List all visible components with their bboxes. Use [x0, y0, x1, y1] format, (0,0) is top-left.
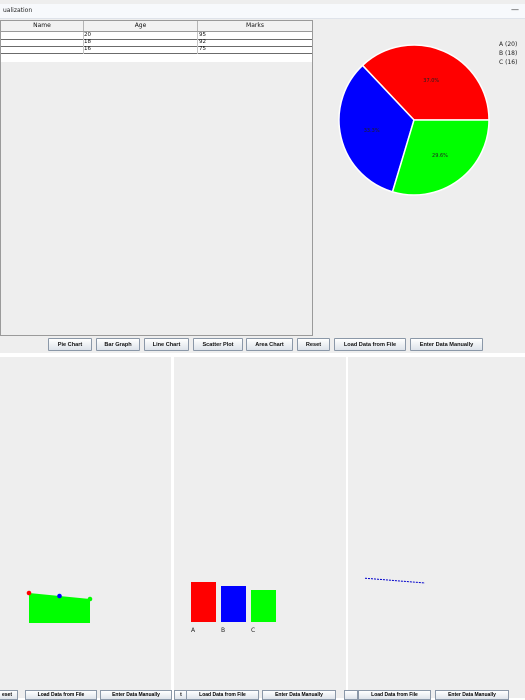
- table-row[interactable]: 16 75: [1, 46, 312, 54]
- pie-slice-1: [338, 64, 415, 193]
- pie-slice-label-1: 33.3%: [364, 128, 380, 134]
- legend-entry-a: A (20): [499, 41, 518, 48]
- cell-age[interactable]: 20: [84, 32, 91, 38]
- load-data-button[interactable]: Load Data from File: [358, 690, 431, 700]
- column-header-marks[interactable]: Marks: [246, 22, 264, 29]
- column-divider[interactable]: [83, 21, 84, 31]
- pie-chart: 37.0% 33.3% 29.6%: [330, 28, 525, 208]
- bar-label-A: A: [191, 627, 196, 634]
- chart-windows: eset Load Data from File Enter Data Manu…: [0, 357, 525, 700]
- area-point-0: [26, 590, 32, 596]
- scatter-plot-button[interactable]: Scatter Plot: [193, 338, 243, 351]
- reset-button[interactable]: eset: [0, 690, 18, 700]
- load-data-button[interactable]: Load Data from File: [25, 690, 97, 700]
- bar-label-C: C: [251, 627, 255, 634]
- title-bar: ualization —: [0, 4, 525, 19]
- line-chart-button[interactable]: Line Chart: [144, 338, 189, 351]
- reset-button[interactable]: Reset: [297, 338, 330, 351]
- bar-graph-button[interactable]: Bar Graph: [96, 338, 140, 351]
- column-divider[interactable]: [197, 21, 198, 31]
- table-header: Name Age Marks: [1, 21, 312, 32]
- area-point-2: [87, 596, 93, 602]
- cell-age[interactable]: 18: [84, 39, 91, 45]
- bar-label-B: B: [221, 627, 225, 634]
- pie-chart-button[interactable]: Pie Chart: [48, 338, 92, 351]
- bar-B: [221, 586, 246, 622]
- table-body: 20 95 18 92 16 75: [1, 32, 312, 62]
- line-series: [364, 577, 426, 584]
- line-chart-svg: [364, 577, 426, 584]
- cell-marks[interactable]: 92: [199, 39, 206, 45]
- bar-chart-svg: A B C: [191, 582, 276, 634]
- main-window: ualization — Name Age Marks 20 95 18 92: [0, 0, 525, 353]
- enter-data-button[interactable]: Enter Data Manually: [262, 690, 336, 700]
- table-row[interactable]: 18 92: [1, 39, 312, 47]
- truncated-button[interactable]: [344, 690, 358, 700]
- cell-marks[interactable]: 75: [199, 46, 206, 52]
- bar-A: [191, 582, 216, 622]
- data-table: Name Age Marks 20 95 18 92 16 75: [0, 20, 313, 336]
- column-header-name[interactable]: Name: [33, 22, 51, 29]
- column-divider: [197, 32, 198, 54]
- enter-data-button[interactable]: Enter Data Manually: [435, 690, 509, 700]
- load-data-button[interactable]: Load Data from File: [186, 690, 259, 700]
- toolbar: Pie Chart Bar Graph Line Chart Scatter P…: [0, 338, 525, 354]
- minimize-button[interactable]: —: [511, 5, 519, 14]
- pie-slice-label-2: 29.6%: [432, 153, 448, 159]
- pie-slice-label-0: 37.0%: [423, 78, 439, 84]
- bar-C: [251, 590, 276, 622]
- enter-data-button[interactable]: Enter Data Manually: [410, 338, 483, 351]
- legend-entry-b: B (18): [499, 50, 518, 57]
- pie-slice-2: [391, 119, 490, 196]
- area-fill: [29, 593, 90, 623]
- pie-slice-0: [361, 44, 490, 121]
- legend-entry-c: C (16): [499, 59, 518, 66]
- table-row[interactable]: 20 95: [1, 32, 312, 40]
- column-divider: [83, 32, 84, 54]
- column-header-age[interactable]: Age: [134, 22, 147, 29]
- area-chart-window: eset Load Data from File Enter Data Manu…: [0, 357, 172, 700]
- cell-age[interactable]: 16: [84, 46, 91, 52]
- enter-data-button[interactable]: Enter Data Manually: [100, 690, 172, 700]
- line-chart-window: Load Data from File Enter Data Manually: [344, 357, 525, 700]
- area-chart-svg: [26, 590, 93, 623]
- pie-legend: A (20) B (18) C (16): [499, 40, 517, 67]
- area-chart-button[interactable]: Area Chart: [246, 338, 293, 351]
- cell-marks[interactable]: 95: [199, 32, 206, 38]
- load-data-button[interactable]: Load Data from File: [334, 338, 406, 351]
- area-point-1: [57, 593, 62, 599]
- pie-chart-svg: 37.0% 33.3% 29.6%: [338, 44, 490, 196]
- window-title: ualization: [3, 7, 33, 14]
